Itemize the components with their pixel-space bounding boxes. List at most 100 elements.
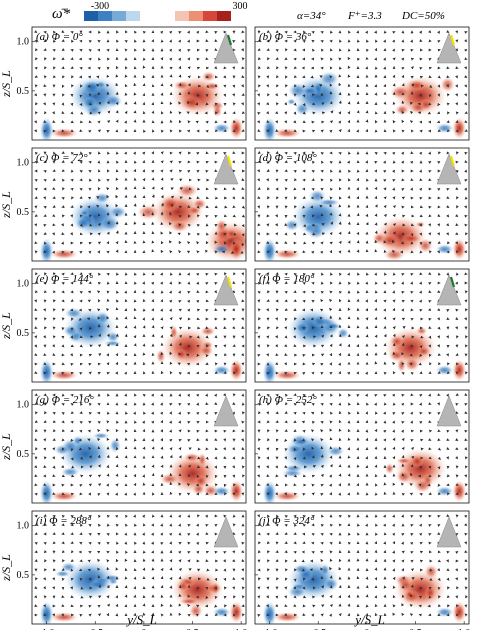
vorticity-patch [175, 348, 188, 361]
velocity-vector [124, 120, 127, 124]
vorticity-patch [180, 94, 203, 111]
velocity-vector [464, 75, 468, 79]
velocity-vector [464, 48, 468, 52]
panel-label: (e) Φ = 144° [36, 273, 94, 285]
panel-background [255, 269, 469, 382]
velocity-vector [437, 40, 441, 43]
velocity-vector [302, 75, 306, 78]
vorticity-patch [60, 562, 77, 573]
vorticity-patch [198, 452, 207, 467]
panel-c: (c) Φ = 72° 0.5 1.0 z/S_L [0, 147, 247, 262]
velocity-vector [115, 65, 119, 70]
velocity-vector [293, 129, 297, 133]
velocity-vector [80, 84, 83, 88]
velocity-vector [284, 102, 288, 106]
velocity-vector [34, 120, 37, 124]
velocity-vector [88, 49, 92, 52]
velocity-vector [116, 39, 119, 43]
vorticity-patch [183, 452, 201, 463]
vorticity-patch [169, 325, 178, 340]
velocity-vector [169, 66, 173, 70]
velocity-vector [34, 40, 38, 43]
vorticity-patch [156, 349, 166, 364]
vorticity-patch [397, 578, 414, 592]
velocity-vector [338, 74, 342, 78]
vorticity-patch [93, 192, 111, 204]
velocity-vector [401, 100, 405, 105]
velocity-vector [275, 66, 279, 70]
panel-h: (h) Φ = 252° [254, 389, 470, 504]
velocity-vector [88, 39, 92, 43]
velocity-vector [215, 111, 218, 115]
vorticity-patch [179, 598, 200, 605]
vorticity-patch [378, 233, 401, 248]
velocity-vector [187, 75, 191, 79]
velocity-vector [34, 214, 38, 218]
velocity-vector [275, 30, 279, 33]
velocity-vector [428, 66, 432, 70]
vorticity-patch [294, 102, 310, 116]
velocity-vector [436, 120, 441, 124]
y-tick-label: 0.5 [17, 207, 30, 218]
velocity-vector [124, 92, 128, 96]
velocity-vector [43, 232, 47, 235]
wall-vorticity-left-secondary [273, 249, 302, 260]
vorticity-patch [63, 324, 79, 337]
velocity-vector [383, 84, 387, 88]
velocity-vector [285, 75, 288, 79]
velocity-vector [464, 66, 467, 70]
panel-background [32, 269, 246, 382]
velocity-vector [52, 30, 56, 34]
vorticity-patch [176, 580, 190, 592]
velocity-vector [347, 74, 351, 78]
velocity-vector [61, 48, 65, 51]
vorticity-patch [201, 71, 216, 82]
velocity-vector [241, 129, 245, 132]
velocity-vector [329, 83, 333, 87]
vorticity-patch [385, 462, 395, 475]
velocity-vector [70, 111, 74, 115]
vorticity-patch [82, 96, 98, 110]
colorbar-max-tick: 300 [233, 1, 248, 12]
velocity-vector [392, 110, 396, 115]
panel-plot-area [34, 30, 245, 140]
vorticity-patch [424, 564, 439, 579]
velocity-vector [428, 58, 432, 61]
velocity-vector [70, 120, 74, 124]
vorticity-patch [242, 237, 246, 246]
velocity-vector [320, 57, 324, 61]
velocity-vector [214, 48, 218, 51]
y-tick-label: 0.5 [17, 449, 30, 460]
velocity-vector [214, 66, 218, 70]
velocity-vector [34, 102, 38, 106]
velocity-vector [178, 111, 182, 115]
velocity-vector [356, 110, 360, 114]
velocity-vector [43, 111, 47, 115]
panel-grid: (a) Φ = 0° 0.5 1.0 z/S_L (b) Φ = 36° (c) Φ = … [0, 26, 470, 630]
velocity-vector [293, 66, 297, 70]
vorticity-patch [288, 82, 308, 99]
velocity-vector [97, 120, 101, 124]
wall-vorticity-right-secondary [435, 244, 454, 255]
velocity-vector [464, 39, 468, 43]
velocity-vector [187, 39, 190, 43]
y-axis-label: z/S_L [0, 191, 13, 219]
velocity-vector [106, 57, 110, 61]
y-tick-label: 0.5 [17, 328, 30, 339]
velocity-vector [241, 48, 245, 52]
vorticity-patch [396, 469, 412, 484]
velocity-vector [428, 84, 433, 89]
vorticity-patch [108, 205, 127, 219]
velocity-vector [178, 129, 182, 133]
velocity-vector [232, 120, 236, 124]
vorticity-patch [64, 307, 83, 319]
panel-label: (b) Φ = 36° [259, 31, 312, 43]
velocity-vector [267, 93, 270, 97]
velocity-vector [257, 57, 261, 61]
vorticity-patch [327, 445, 345, 457]
vorticity-patch [388, 349, 405, 362]
wall-vorticity-left [262, 359, 277, 382]
velocity-vector [178, 101, 182, 105]
velocity-vector [187, 83, 191, 87]
velocity-vector [392, 129, 396, 133]
